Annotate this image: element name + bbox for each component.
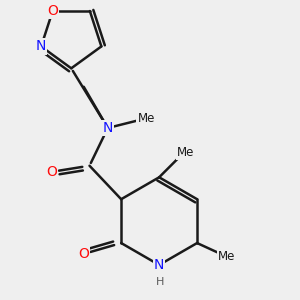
Text: N: N — [36, 39, 46, 53]
Text: O: O — [78, 247, 89, 261]
Text: Me: Me — [218, 250, 236, 263]
Text: O: O — [47, 4, 58, 18]
Text: O: O — [46, 165, 57, 179]
Text: N: N — [103, 121, 113, 135]
Text: H: H — [156, 277, 164, 287]
Text: N: N — [154, 258, 164, 272]
Text: Me: Me — [137, 112, 155, 125]
Text: Me: Me — [177, 146, 194, 159]
